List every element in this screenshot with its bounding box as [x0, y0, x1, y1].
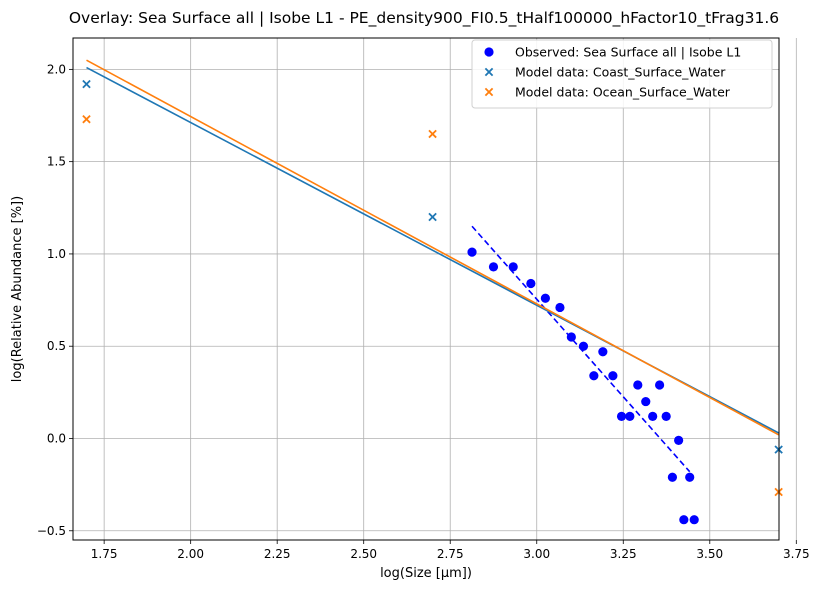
x-tick-label: 2.50 [350, 547, 377, 561]
observed-point [508, 262, 518, 272]
x-marker-stroke [428, 129, 437, 139]
observed-point [578, 341, 589, 351]
model-fit-line [86, 59, 780, 436]
x-tick-label: 3.75 [783, 547, 810, 561]
legend-marker [484, 67, 494, 77]
axis-ticks: 1.75 2.00 2.25 2.50 2.75 3.00 3.25 3.50 3.75 −0.5… [37, 62, 810, 561]
x-axis-label: log(Size [μm]) [380, 566, 472, 581]
observed-point [633, 380, 643, 390]
x-marker-stroke [428, 212, 437, 222]
observed-point [608, 371, 618, 381]
legend-entry-label: Model data: Ocean_Surface_Water [515, 85, 731, 100]
observed-point [566, 332, 576, 342]
x-marker-stroke [82, 114, 91, 124]
legend: Observed: Sea Surface all | Isobe L1 Mode… [471, 39, 773, 109]
y-tick-label: 1.5 [47, 155, 66, 169]
x-tick-label: 3.50 [696, 547, 723, 561]
observed-point [667, 472, 678, 482]
x-tick-label: 3.25 [610, 547, 637, 561]
observed-point [674, 435, 684, 445]
chart-title: Overlay: Sea Surface all | Isobe L1 - PE… [69, 9, 779, 28]
y-tick-label: 0.5 [47, 339, 66, 353]
observed-point [655, 380, 665, 390]
legend-box [471, 39, 773, 109]
y-tick-label: −0.5 [37, 524, 66, 538]
model-point [82, 114, 91, 124]
x-tick-label: 2.75 [437, 547, 464, 561]
y-tick-label: 0.0 [47, 431, 66, 445]
x-tick-label: 2.25 [264, 547, 291, 561]
observed-point [540, 293, 550, 303]
model-point [428, 129, 437, 139]
observed-point [679, 515, 689, 525]
x-tick-label: 2.00 [177, 547, 204, 561]
legend-entry-label: Model data: Coast_Surface_Water [515, 65, 726, 80]
observed-point [555, 302, 565, 313]
legend-entry-label: Observed: Sea Surface all | Isobe L1 [515, 45, 741, 60]
observed-point [689, 515, 699, 525]
y-tick-label: 2.0 [47, 62, 66, 76]
observed-point [641, 396, 651, 407]
x-tick-label: 1.75 [91, 547, 118, 561]
observed-point [467, 247, 477, 257]
observed-point [598, 347, 608, 357]
observed-point [648, 411, 658, 421]
observed-point [526, 278, 536, 289]
plot-area-frame [72, 37, 780, 541]
grid [73, 38, 797, 540]
observed-point [685, 472, 695, 482]
x-marker-stroke [82, 79, 91, 89]
model-point [428, 212, 437, 222]
observed-point [661, 411, 671, 421]
x-marker-stroke [484, 67, 494, 77]
y-tick-label: 1.0 [47, 247, 66, 261]
observed-point [488, 262, 499, 272]
legend-marker [484, 47, 494, 57]
legend-marker [484, 87, 494, 97]
y-axis-label: log(Relative Abundance [%]) [10, 196, 25, 382]
model-point [82, 79, 91, 89]
x-marker-stroke [484, 87, 494, 97]
x-tick-label: 3.00 [523, 547, 550, 561]
observed-point [616, 411, 627, 421]
observed-point [625, 411, 635, 421]
observed-point [589, 371, 599, 381]
